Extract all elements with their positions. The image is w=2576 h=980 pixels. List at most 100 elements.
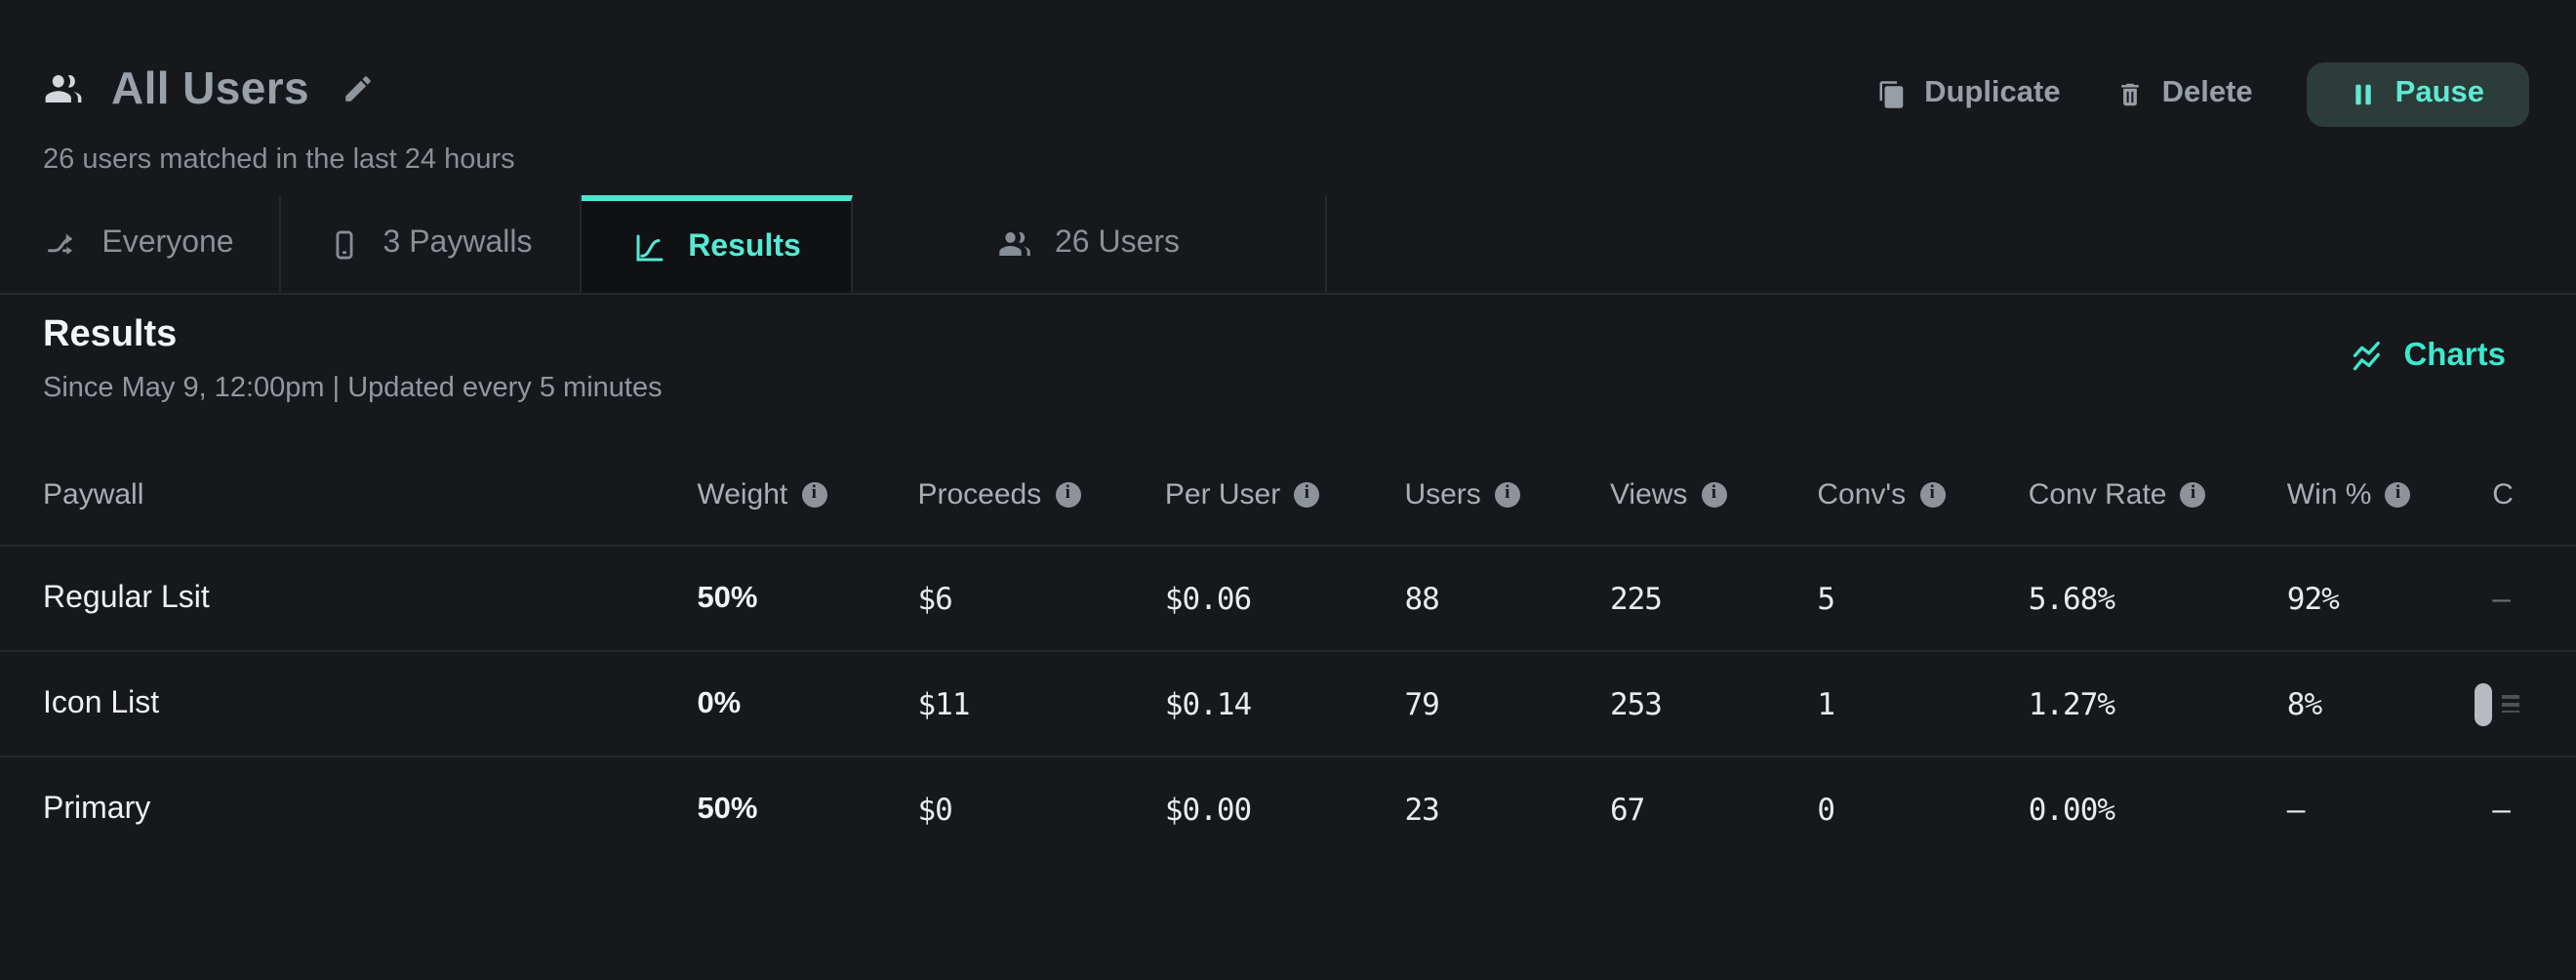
tab-users[interactable]: 26 Users (853, 195, 1327, 293)
pause-icon (2353, 81, 2376, 106)
col-label: Views (1609, 478, 1688, 511)
duplicate-label: Duplicate (1924, 76, 2061, 109)
col-label: Per User (1164, 478, 1281, 511)
weight-value: 50% (697, 793, 758, 826)
sigmoid-chart-icon (631, 229, 666, 265)
convs-value: 5 (1817, 581, 1835, 616)
charts-label: Charts (2403, 338, 2506, 373)
info-icon[interactable]: i (2180, 482, 2206, 508)
col-label: Win % (2286, 478, 2372, 511)
col-header-convs: Conv's i (1817, 478, 2028, 511)
partial-badge (2475, 682, 2493, 725)
info-icon[interactable]: i (801, 482, 827, 508)
col-label: C (2492, 478, 2514, 511)
col-header-conv-rate: Conv Rate i (2029, 478, 2287, 511)
table-row[interactable]: Regular Lsit 50% $6 $0.06 88 225 5 5.68%… (0, 547, 2576, 652)
weight-value: 0% (697, 686, 742, 719)
col-header-users: Users i (1404, 478, 1610, 511)
clipped-cell: – (2492, 581, 2511, 616)
title-row: All Users (43, 62, 374, 115)
col-header-proceeds: Proceeds i (918, 478, 1165, 511)
users-value: 88 (1404, 581, 1439, 616)
views-value: 225 (1609, 581, 1663, 616)
delete-button[interactable]: Delete (2115, 76, 2253, 111)
col-header-clipped: C (2492, 478, 2576, 511)
info-icon[interactable]: i (1701, 482, 1727, 508)
tab-everyone[interactable]: Everyone (0, 195, 281, 293)
table-row[interactable]: Icon List 0% $11 $0.14 79 253 1 1.27% 8% (0, 652, 2576, 757)
results-header: Results Since May 9, 12:00pm | Updated e… (0, 293, 2576, 445)
users-icon (43, 68, 84, 109)
page-title: All Users (111, 62, 310, 113)
info-icon[interactable]: i (1494, 482, 1520, 508)
tab-label: 3 Paywalls (382, 226, 533, 260)
col-label: Weight (697, 478, 788, 511)
users-value: 23 (1404, 793, 1439, 828)
proceeds-value: $0 (917, 793, 953, 828)
results-table: Paywall Weight i Proceeds i Per User i U… (0, 445, 2576, 980)
views-value: 253 (1609, 686, 1663, 721)
table-row[interactable]: Primary 50% $0 $0.00 23 67 0 0.00% – – (0, 757, 2576, 863)
conv-rate-value: 0.00% (2028, 793, 2115, 828)
info-icon[interactable]: i (2385, 482, 2411, 508)
top-bar: All Users 26 users matched in the last 2… (0, 0, 2576, 195)
col-header-per-user: Per User i (1165, 478, 1405, 511)
results-heading: Results (43, 314, 178, 355)
info-icon[interactable]: i (1294, 482, 1320, 508)
conv-rate-value: 5.68% (2028, 581, 2115, 616)
tab-paywalls[interactable]: 3 Paywalls (281, 195, 582, 293)
per-user-value: $0.14 (1164, 686, 1252, 721)
info-icon[interactable]: i (1919, 482, 1946, 508)
col-label: Conv Rate (2028, 478, 2167, 511)
win-pct-value: 8% (2286, 686, 2322, 721)
col-label: Paywall (43, 478, 144, 511)
tab-label: Everyone (101, 226, 234, 260)
conv-rate-value: 1.27% (2028, 686, 2115, 721)
pause-label: Pause (2395, 76, 2484, 109)
tab-results[interactable]: Results (582, 195, 853, 293)
convs-value: 0 (1817, 793, 1835, 828)
charts-icon (2349, 338, 2386, 375)
pause-button[interactable]: Pause (2307, 61, 2529, 126)
col-header-paywall: Paywall (0, 478, 697, 511)
phone-icon (329, 227, 362, 261)
tab-label: 26 Users (1054, 226, 1181, 260)
results-subheading: Since May 9, 12:00pm | Updated every 5 m… (43, 373, 663, 404)
paywall-name: Regular Lsit (43, 581, 210, 614)
col-header-views: Views i (1610, 478, 1817, 511)
convs-value: 1 (1817, 686, 1835, 721)
duplicate-button[interactable]: Duplicate (1877, 76, 2061, 111)
users-value: 79 (1404, 686, 1439, 721)
clipped-cell (2475, 682, 2576, 725)
proceeds-value: $6 (917, 581, 953, 616)
proceeds-value: $11 (917, 686, 971, 721)
views-value: 67 (1609, 793, 1645, 828)
win-pct-value: – (2286, 793, 2306, 828)
win-pct-value: 92% (2286, 581, 2340, 616)
charts-link[interactable]: Charts (2349, 338, 2506, 375)
duplicate-icon (1877, 79, 1907, 108)
split-arrows-icon (45, 226, 80, 262)
trash-icon (2115, 79, 2145, 108)
header-actions: Duplicate Delete Pause (1877, 0, 2529, 187)
weight-value: 50% (697, 581, 758, 614)
col-header-win-pct: Win % i (2287, 478, 2493, 511)
per-user-value: $0.00 (1164, 793, 1252, 828)
edit-pencil-icon[interactable] (341, 72, 374, 105)
clipped-cell: – (2492, 793, 2511, 828)
paywall-name: Primary (43, 793, 151, 826)
partial-detail (2502, 695, 2520, 713)
col-header-weight: Weight i (697, 478, 917, 511)
tab-bar: Everyone 3 Paywalls Results 26 Users (0, 195, 2576, 295)
matched-users-subtitle: 26 users matched in the last 24 hours (43, 144, 515, 176)
table-header-row: Paywall Weight i Proceeds i Per User i U… (0, 445, 2576, 547)
col-label: Users (1404, 478, 1481, 511)
info-icon[interactable]: i (1055, 482, 1081, 508)
col-label: Proceeds (917, 478, 1042, 511)
tab-label: Results (688, 229, 801, 263)
col-label: Conv's (1817, 478, 1907, 511)
users-icon (998, 226, 1033, 262)
paywall-name: Icon List (43, 686, 160, 719)
delete-label: Delete (2161, 76, 2253, 109)
